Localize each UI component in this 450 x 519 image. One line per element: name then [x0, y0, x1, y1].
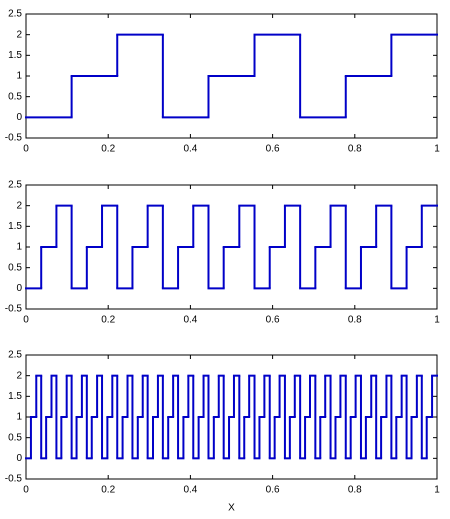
y-tick-label: -0.5 [5, 474, 23, 485]
x-tick-label: 0.2 [101, 315, 115, 326]
x-tick-label: 1 [434, 315, 440, 326]
y-tick-label: 0 [16, 453, 22, 464]
y-tick-label: 2 [16, 370, 22, 381]
x-tick-label: 0.2 [101, 485, 115, 496]
x-tick-label: 0 [23, 315, 29, 326]
y-tick-label: 2 [16, 29, 22, 40]
y-tick-label: 0.5 [8, 432, 22, 443]
y-tick-label: 0 [16, 112, 22, 123]
x-tick-label: 0.6 [266, 485, 280, 496]
y-tick-label: -0.5 [5, 133, 23, 144]
x-tick-label: 0.4 [183, 144, 197, 155]
y-tick-label: -0.5 [5, 304, 23, 315]
y-tick-label: 0.5 [8, 262, 22, 273]
y-tick-label: 0 [16, 283, 22, 294]
y-tick-label: 1.5 [8, 50, 22, 61]
x-tick-label: 0 [23, 144, 29, 155]
x-tick-label: 0.6 [266, 144, 280, 155]
y-tick-label: 1.5 [8, 221, 22, 232]
x-tick-label: 1 [434, 144, 440, 155]
y-tick-label: 1 [16, 242, 22, 253]
y-tick-label: 2.5 [8, 180, 22, 191]
y-tick-label: 2.5 [8, 350, 22, 361]
x-tick-label: 0.4 [183, 485, 197, 496]
y-tick-label: 1 [16, 71, 22, 82]
x-tick-label: 0.8 [348, 315, 362, 326]
x-tick-label: 0.8 [348, 144, 362, 155]
y-tick-label: 1 [16, 412, 22, 423]
y-tick-label: 2.5 [8, 9, 22, 20]
x-tick-label: 1 [434, 485, 440, 496]
x-tick-label: 0.2 [101, 144, 115, 155]
y-tick-label: 2 [16, 200, 22, 211]
y-tick-label: 0.5 [8, 91, 22, 102]
x-tick-label: 0 [23, 485, 29, 496]
x-tick-label: 0.6 [266, 315, 280, 326]
x-tick-label: 0.4 [183, 315, 197, 326]
y-tick-label: 1.5 [8, 391, 22, 402]
x-tick-label: 0.8 [348, 485, 362, 496]
x-axis-label: X [228, 503, 235, 514]
